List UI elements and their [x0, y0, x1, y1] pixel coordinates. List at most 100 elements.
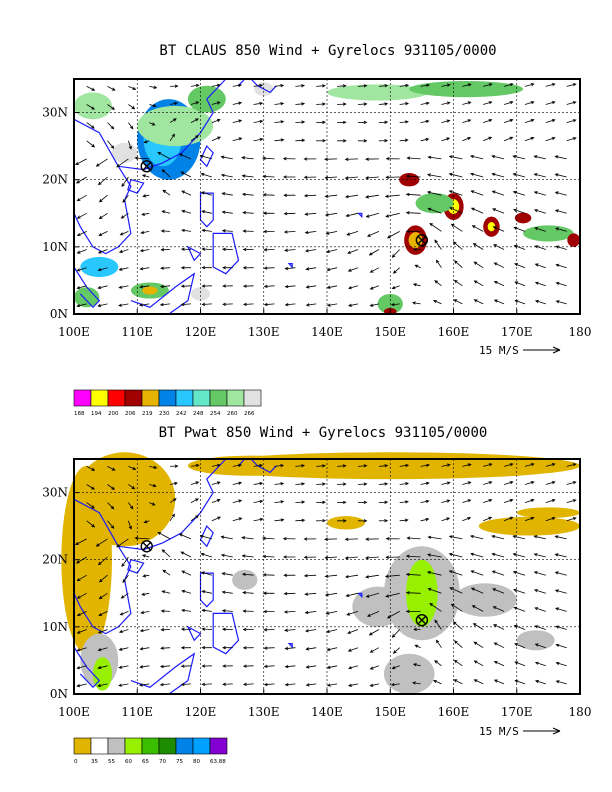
- wind-vector: [344, 537, 359, 541]
- colorbar-swatch: [175, 737, 194, 755]
- wind-vector: [86, 466, 96, 471]
- wind-vector: [201, 228, 212, 233]
- wind-vector: [263, 646, 275, 650]
- wind-vector: [122, 194, 129, 203]
- wind-vector: [491, 570, 505, 576]
- wind-vector: [545, 499, 556, 503]
- wind-vector: [453, 659, 463, 667]
- wind-vector: [513, 226, 526, 232]
- wind-vector: [159, 664, 171, 669]
- wind-vector: [138, 683, 150, 687]
- coastline: [130, 272, 196, 315]
- wind-vector: [412, 663, 421, 667]
- wind-vector: [170, 101, 178, 106]
- wind-vector: [242, 247, 254, 252]
- wind-vector: [450, 603, 463, 612]
- top-vector-scale: 15 M/S: [479, 344, 561, 357]
- wind-vector: [159, 682, 171, 687]
- wind-vector: [241, 536, 254, 540]
- wind-vector: [405, 229, 421, 234]
- wind-vector: [473, 679, 484, 685]
- wind-vector: [554, 155, 567, 160]
- wind-vector: [305, 267, 317, 271]
- wind-vector: [534, 607, 546, 612]
- wind-vector: [181, 209, 192, 214]
- wind-vector: [118, 267, 129, 271]
- wind-vector: [128, 140, 132, 150]
- wind-vector: [534, 263, 546, 269]
- shaded-region: [327, 84, 429, 101]
- wind-vector: [262, 573, 275, 577]
- wind-vector: [337, 120, 347, 125]
- wind-vector: [160, 609, 171, 613]
- wind-vector: [554, 173, 567, 178]
- wind-vector: [201, 247, 212, 251]
- bottom-colorbar: 0 35 55 60 65 70 75 80 63.88: [73, 737, 228, 765]
- wind-vector: [316, 518, 327, 523]
- wind-vector: [365, 592, 380, 598]
- wind-vector: [169, 133, 176, 142]
- wind-vector: [426, 190, 442, 196]
- wind-vector: [448, 535, 463, 540]
- wind-vector: [493, 642, 505, 649]
- wind-vector: [357, 519, 368, 523]
- colorbar-label: 248: [193, 411, 204, 417]
- wind-vector: [200, 552, 213, 558]
- x-tick-label: 170E: [501, 705, 533, 719]
- wind-vector: [365, 212, 380, 218]
- wind-vector: [242, 591, 254, 595]
- wind-vector: [392, 647, 400, 654]
- wind-vector: [554, 191, 567, 196]
- wind-vector: [453, 299, 463, 305]
- wind-vector: [386, 231, 400, 239]
- wind-vector: [274, 102, 285, 106]
- shaded-region: [327, 516, 365, 530]
- wind-vector: [434, 660, 442, 667]
- colorbar-label: 75: [176, 759, 183, 765]
- wind-vector: [242, 284, 254, 288]
- wind-vector: [434, 619, 442, 630]
- wind-vector: [305, 629, 317, 633]
- right-arrow-icon: [523, 727, 561, 735]
- wind-vector: [242, 609, 254, 613]
- wind-vector: [545, 119, 556, 123]
- wind-vector: [449, 207, 463, 214]
- wind-vector: [76, 647, 87, 652]
- wind-vector: [232, 463, 242, 468]
- bottom-axis-ticks: 100E 110E 120E 130E 140E 150E 160E 170E 180 0N 10N…: [42, 486, 591, 719]
- colorbar-label: 63.88: [210, 759, 226, 765]
- coastline: [287, 643, 293, 649]
- x-tick-label: 150E: [374, 325, 406, 339]
- wind-vector: [369, 285, 380, 290]
- wind-vector: [448, 155, 463, 160]
- colorbar-label: 219: [142, 411, 153, 417]
- wind-vector: [97, 647, 108, 652]
- wind-vector: [513, 244, 526, 250]
- shaded-region: [111, 142, 138, 163]
- wind-vector: [405, 609, 421, 614]
- wind-vector: [555, 300, 567, 305]
- top-gyre-markers: [140, 160, 429, 247]
- coastline: [357, 592, 363, 599]
- wind-vector: [98, 611, 108, 616]
- wind-vector: [139, 285, 150, 289]
- wind-vector: [283, 591, 296, 596]
- wind-vector: [201, 210, 212, 214]
- wind-vector: [385, 212, 400, 218]
- wind-vector: [513, 606, 526, 612]
- wind-vector: [190, 101, 200, 105]
- wind-vector: [282, 157, 296, 161]
- wind-vector: [97, 285, 108, 290]
- wind-vector: [263, 302, 275, 307]
- wind-vector: [76, 212, 87, 219]
- x-tick-label: 100E: [58, 705, 90, 719]
- wind-vector: [201, 571, 213, 576]
- x-tick-label: 140E: [311, 705, 343, 719]
- wind-vector: [473, 299, 484, 305]
- wind-vector: [221, 609, 233, 613]
- wind-vector: [545, 463, 556, 467]
- wind-vector: [412, 681, 421, 685]
- wind-vector: [261, 536, 275, 540]
- wind-vector: [337, 139, 347, 143]
- wind-vector: [503, 136, 514, 142]
